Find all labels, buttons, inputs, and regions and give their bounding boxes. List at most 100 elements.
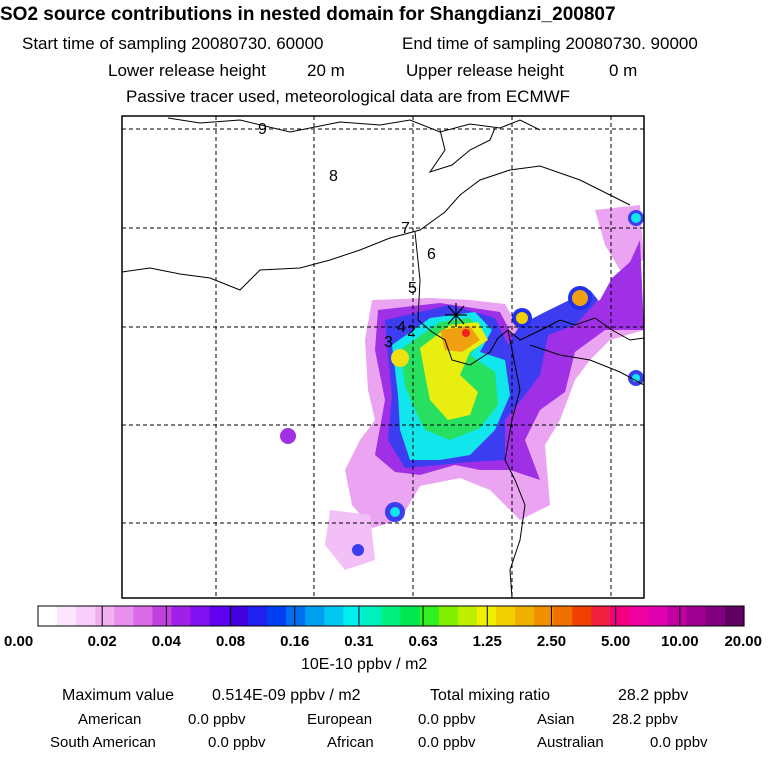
plume-southwest-patch bbox=[325, 510, 375, 570]
region-european-value: 0.0 ppbv bbox=[418, 711, 476, 728]
region-south-american-value: 0.0 ppbv bbox=[208, 734, 266, 751]
hotspot-southwest-core bbox=[390, 507, 400, 517]
concentration-field bbox=[280, 205, 644, 570]
colorbar-tick-labels: 0.00 0.02 0.04 0.08 0.16 0.31 0.63 1.25 2.50 5.00… bbox=[4, 633, 762, 650]
colorbar-cell bbox=[705, 606, 726, 626]
colorbar-tick-label: 0.16 bbox=[280, 633, 309, 650]
colorbar-cell bbox=[209, 606, 230, 626]
hotspot-isolated bbox=[280, 428, 296, 444]
colorbar-cell bbox=[171, 606, 192, 626]
colorbar-cell bbox=[114, 606, 134, 626]
end-time-label: End time of sampling 20080730. 90000 bbox=[402, 34, 698, 53]
colorbar-cell bbox=[38, 606, 58, 626]
colorbar-tick-label: 0.08 bbox=[216, 633, 245, 650]
colorbar-cell bbox=[648, 606, 669, 626]
colorbar-tick-label: 0.02 bbox=[88, 633, 117, 650]
start-time-label: Start time of sampling 20080730. 60000 bbox=[22, 34, 324, 53]
colorbar-cell bbox=[553, 606, 573, 626]
colorbar-cell bbox=[305, 606, 325, 626]
colorbar-cell bbox=[438, 606, 459, 626]
colorbar-tick-label: 5.00 bbox=[601, 633, 630, 650]
colorbar-cell bbox=[495, 606, 516, 626]
colorbar-cell bbox=[515, 606, 535, 626]
colorbar-cell bbox=[610, 606, 631, 626]
trajectory-label-6: 6 bbox=[427, 246, 436, 263]
region-european-label: European bbox=[307, 711, 373, 728]
lower-release-value: 20 m bbox=[307, 61, 345, 80]
colorbar-cell bbox=[629, 606, 650, 626]
colorbar-cell bbox=[152, 606, 173, 626]
hotspot-east-1-core bbox=[572, 290, 588, 306]
colorbar-tick-label: 1.25 bbox=[473, 633, 502, 650]
region-asian-label: Asian bbox=[537, 711, 575, 728]
colorbar-cell bbox=[591, 606, 612, 626]
region-american-value: 0.0 ppbv bbox=[188, 711, 246, 728]
colorbar-cell bbox=[457, 606, 478, 626]
plume-red-peak bbox=[462, 329, 470, 337]
upper-release-label: Upper release height bbox=[406, 61, 564, 80]
colorbar-cell bbox=[381, 606, 402, 626]
upper-release-value: 0 m bbox=[609, 61, 638, 80]
plume-orange-core bbox=[440, 326, 480, 352]
trajectory-label-5: 5 bbox=[408, 280, 417, 297]
max-value-label: Maximum value bbox=[62, 687, 175, 704]
colorbar-tick-label: 0.31 bbox=[344, 633, 373, 650]
hotspot-east-2-core bbox=[516, 312, 528, 324]
colorbar-tick-label: 2.50 bbox=[537, 633, 566, 650]
colorbar-cell bbox=[324, 606, 344, 626]
colorbar-unit: 10E-10 ppbv / m2 bbox=[301, 656, 428, 673]
colorbar-cell bbox=[228, 606, 249, 626]
coastlines bbox=[122, 117, 644, 598]
trajectory-label-4: 4 bbox=[397, 319, 406, 336]
trajectory-label-8: 8 bbox=[329, 168, 338, 185]
colorbar-cells bbox=[37, 606, 745, 626]
colorbar-cell bbox=[343, 606, 363, 626]
colorbar-cell bbox=[286, 606, 306, 626]
region-south-american-label: South American bbox=[50, 734, 156, 751]
colorbar-cell bbox=[266, 606, 287, 626]
total-mixing-value: 28.2 ppbv bbox=[618, 687, 689, 704]
region-australian-label: Australian bbox=[537, 734, 604, 751]
colorbar-cell bbox=[686, 606, 707, 626]
colorbar-tick-label: 10.00 bbox=[661, 633, 699, 650]
region-american-label: American bbox=[78, 711, 142, 728]
colorbar-cell bbox=[76, 606, 96, 626]
colorbar-cell bbox=[133, 606, 154, 626]
total-mixing-label: Total mixing ratio bbox=[430, 687, 551, 704]
colorbar-cell bbox=[419, 606, 440, 626]
colorbar-cell bbox=[534, 606, 554, 626]
trajectory-labels: 9 8 7 6 5 4 2 3 bbox=[258, 121, 436, 351]
trajectory-label-7: 7 bbox=[401, 220, 410, 237]
trajectory-label-2: 2 bbox=[407, 323, 416, 340]
colorbar-cell bbox=[572, 606, 592, 626]
colorbar-tick-label: 0.00 bbox=[4, 633, 33, 650]
lower-release-label: Lower release height bbox=[108, 61, 266, 80]
colorbar-tick-label: 0.63 bbox=[408, 633, 437, 650]
colorbar-tick-label: 20.00 bbox=[724, 633, 762, 650]
colorbar-cell bbox=[95, 606, 115, 626]
hotspot-south bbox=[352, 544, 364, 556]
region-african-label: African bbox=[327, 734, 374, 751]
colorbar-cell bbox=[724, 606, 745, 626]
map-grid bbox=[122, 116, 644, 598]
trajectory-label-3: 3 bbox=[384, 334, 393, 351]
colorbar-cell bbox=[247, 606, 268, 626]
hotspot-north-core bbox=[631, 213, 641, 223]
colorbar-cell bbox=[400, 606, 421, 626]
page-title: SO2 source contributions in nested domai… bbox=[0, 4, 616, 25]
max-value: 0.514E-09 ppbv / m2 bbox=[212, 687, 361, 704]
map-frame bbox=[121, 115, 645, 599]
colorbar-frame bbox=[37, 605, 745, 627]
colorbar-cell bbox=[57, 606, 77, 626]
colorbar-tick-label: 0.04 bbox=[152, 633, 182, 650]
region-african-value: 0.0 ppbv bbox=[418, 734, 476, 751]
region-australian-value: 0.0 ppbv bbox=[650, 734, 708, 751]
colorbar-cell bbox=[362, 606, 383, 626]
colorbar-cell bbox=[476, 606, 497, 626]
tracer-note: Passive tracer used, meteorological data… bbox=[126, 87, 571, 106]
colorbar-cell bbox=[667, 606, 688, 626]
star-icon bbox=[445, 303, 467, 327]
trajectory-label-9: 9 bbox=[258, 121, 267, 138]
